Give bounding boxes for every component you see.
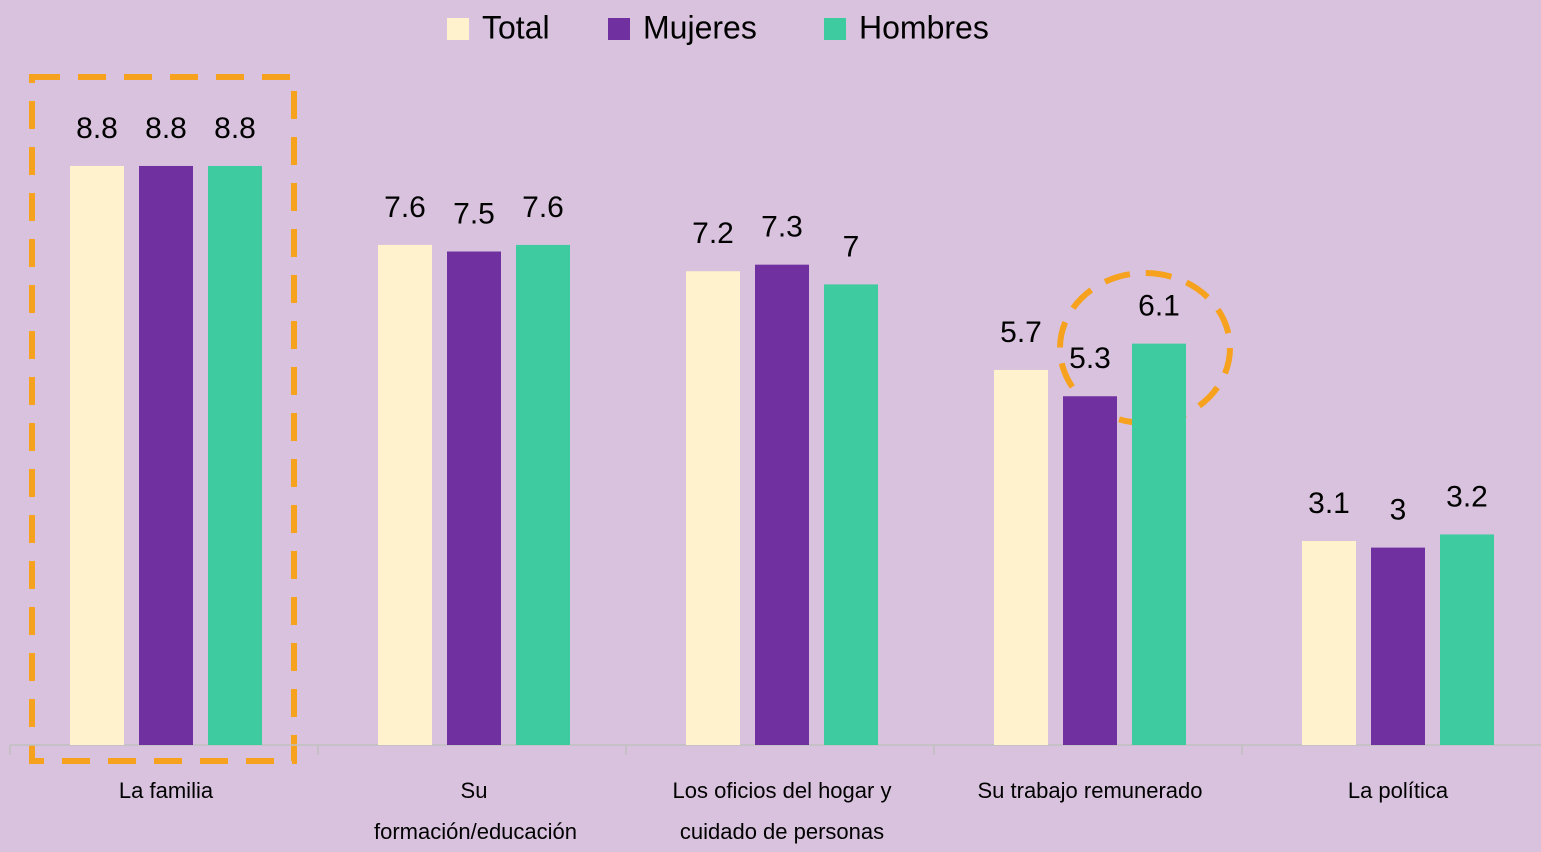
highlight-ellipse bbox=[1057, 270, 1233, 426]
x-tick-label: La familia bbox=[118, 778, 214, 803]
value-label: 7.3 bbox=[761, 211, 803, 244]
legend-swatch bbox=[608, 18, 630, 40]
bar bbox=[447, 251, 501, 745]
bar bbox=[516, 244, 570, 746]
bar bbox=[1302, 541, 1356, 745]
bar bbox=[755, 264, 809, 745]
value-label: 8.8 bbox=[214, 112, 256, 145]
highlight-box bbox=[29, 74, 297, 764]
bar bbox=[686, 271, 740, 745]
bar bbox=[824, 284, 878, 745]
value-label: 8.8 bbox=[145, 112, 187, 145]
bar bbox=[208, 165, 262, 745]
value-label: 5.3 bbox=[1069, 342, 1111, 375]
bar bbox=[1440, 534, 1494, 745]
value-label: 7.6 bbox=[522, 191, 564, 224]
value-label: 7.2 bbox=[692, 217, 734, 250]
x-tick-label: Los oficios del hogar y cuidado de perso… bbox=[672, 778, 892, 844]
value-label: 3.2 bbox=[1446, 480, 1488, 513]
legend-label: Hombres bbox=[859, 9, 989, 45]
bar bbox=[994, 369, 1048, 745]
value-label: 3.1 bbox=[1308, 487, 1350, 520]
value-label: 7.5 bbox=[453, 197, 495, 230]
x-tick-label: Su trabajo remunerado bbox=[977, 778, 1203, 803]
value-label: 8.8 bbox=[76, 112, 118, 145]
value-label: 7.6 bbox=[384, 191, 426, 224]
legend-swatch bbox=[824, 18, 846, 40]
x-tick-label: La política bbox=[1347, 778, 1449, 803]
legend-label: Mujeres bbox=[643, 9, 757, 45]
x-tick-label: Su formación/educación bbox=[374, 778, 578, 844]
bar bbox=[1063, 396, 1117, 745]
bar bbox=[378, 244, 432, 746]
value-label: 6.1 bbox=[1138, 290, 1180, 323]
value-label: 3 bbox=[1390, 494, 1407, 527]
legend-swatch bbox=[447, 18, 469, 40]
value-label: 5.7 bbox=[1000, 316, 1042, 349]
legend-label: Total bbox=[482, 9, 550, 45]
bar bbox=[1371, 547, 1425, 745]
bar bbox=[139, 165, 193, 745]
bar bbox=[1132, 343, 1186, 745]
value-label: 7 bbox=[843, 230, 860, 263]
bar bbox=[70, 165, 124, 745]
